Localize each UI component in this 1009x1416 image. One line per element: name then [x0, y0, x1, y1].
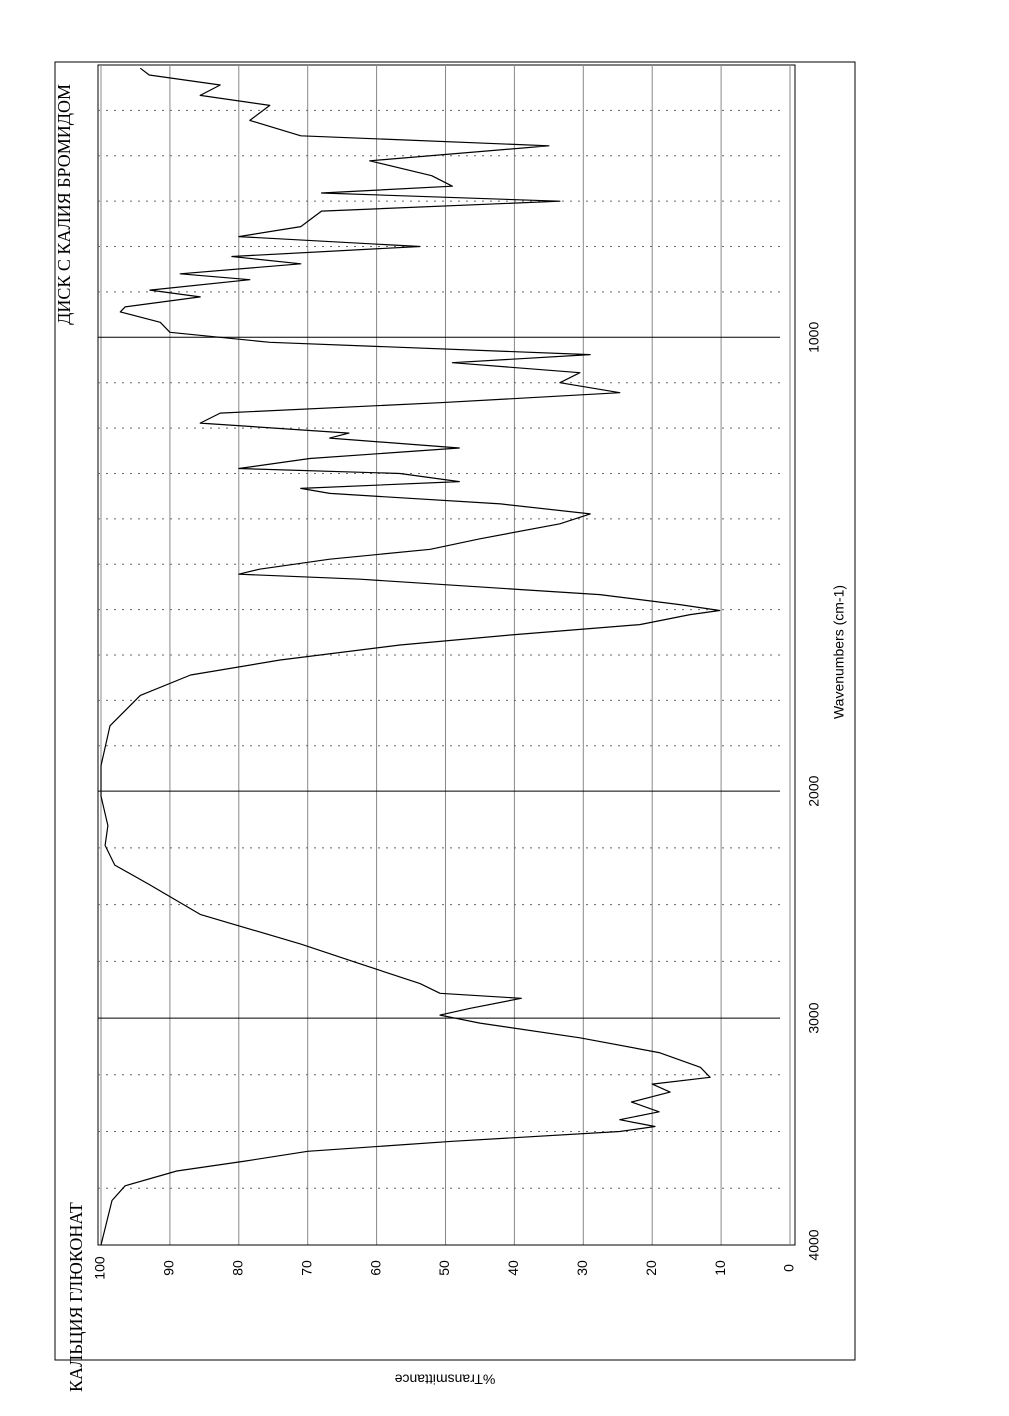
- x-tick-label: 4000: [806, 1229, 822, 1260]
- y-tick-label: 70: [298, 1260, 314, 1276]
- y-tick-label: 20: [643, 1260, 659, 1276]
- chart-subtitle: ДИСК С КАЛИЯ БРОМИДОМ: [54, 84, 74, 325]
- x-tick-label: 1000: [806, 322, 822, 353]
- spectrum-line: [100, 67, 721, 1246]
- y-tick-label: 10: [712, 1260, 728, 1276]
- x-axis-label: Wavenumbers (cm-1): [831, 585, 847, 719]
- y-tick-label: 90: [161, 1260, 177, 1276]
- x-tick-label: 3000: [806, 1002, 822, 1033]
- y-tick-label: 80: [230, 1260, 246, 1276]
- y-tick-label: 40: [505, 1260, 521, 1276]
- outer-frame: [54, 61, 856, 1361]
- y-tick-label: 30: [574, 1260, 590, 1276]
- y-axis-label: %Transmittance: [394, 1371, 495, 1387]
- y-tick-label: 60: [367, 1260, 383, 1276]
- x-tick-label: 2000: [806, 775, 822, 806]
- y-tick-label: 0: [781, 1264, 797, 1272]
- y-tick-label: 50: [436, 1260, 452, 1276]
- y-tick-label: 100: [92, 1256, 108, 1280]
- chart-title: КАЛЬЦИЯ ГЛЮКОНАТ: [66, 1202, 86, 1392]
